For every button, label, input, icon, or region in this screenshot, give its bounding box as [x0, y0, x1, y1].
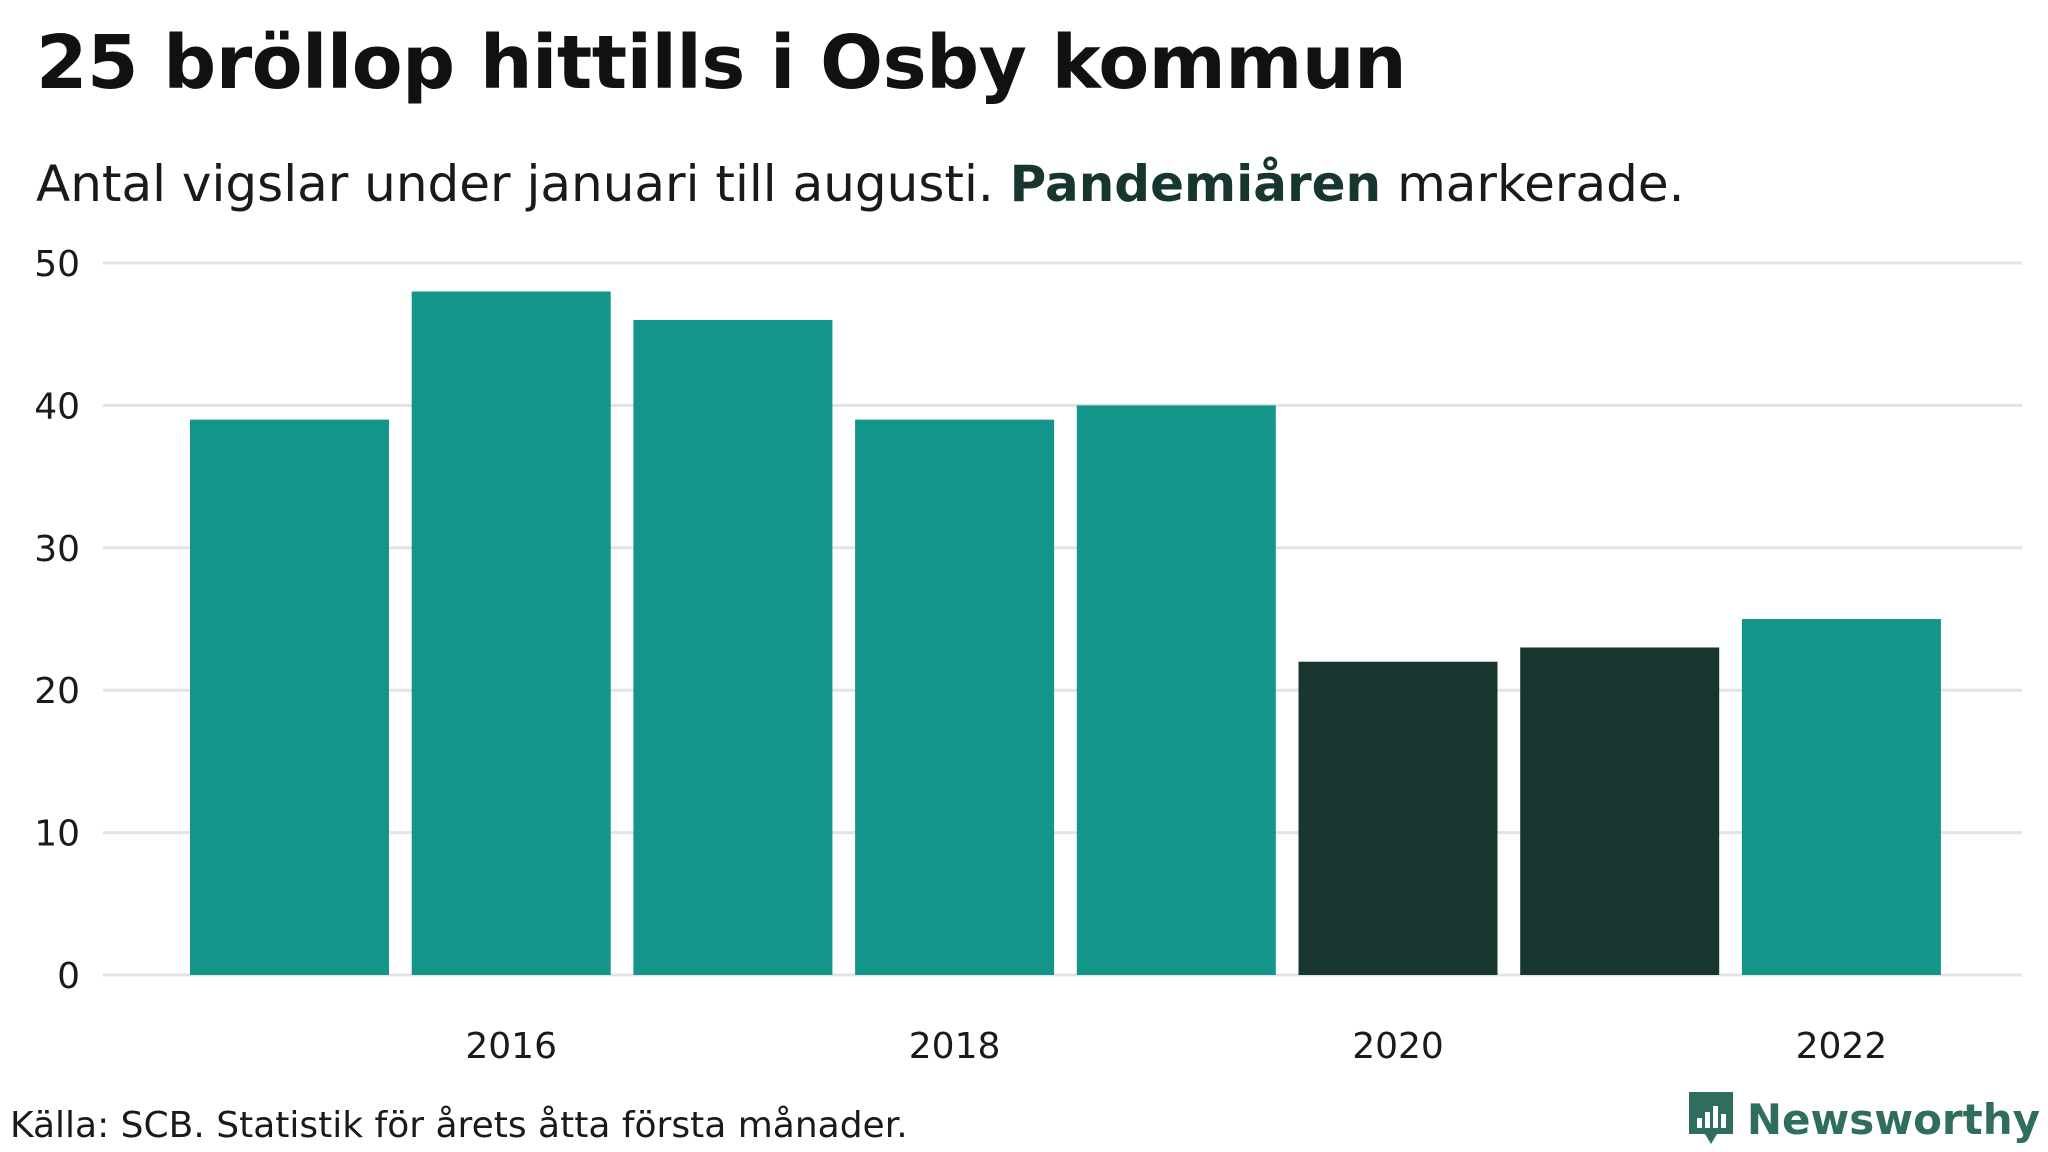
x-tick-label: 2018: [909, 1026, 1001, 1067]
bar-chart: 0 10 20 30 40 50 2016 2018 2020 2022: [34, 244, 2022, 1067]
source-note: Källa: SCB. Statistik för årets åtta för…: [10, 1105, 908, 1146]
bar-2018: [855, 419, 1055, 975]
bar-2022: [1741, 619, 1941, 975]
bar-2017: [633, 319, 833, 976]
y-tick-label: 30: [34, 529, 80, 570]
brand-name: Newsworthy: [1746, 1094, 2040, 1144]
bar-2021: [1520, 647, 1720, 975]
y-tick-label: 0: [57, 956, 80, 997]
bar-2020: [1298, 661, 1498, 975]
x-tick-label: 2022: [1796, 1026, 1888, 1067]
y-tick-label: 40: [34, 386, 80, 427]
chart-title: 25 bröllop hittills i Osby kommun: [36, 20, 1407, 106]
bar-2015: [190, 419, 389, 975]
subtitle-end: markerade.: [1397, 155, 1685, 213]
bar-2019: [1076, 405, 1276, 975]
y-tick-label: 50: [34, 244, 80, 285]
y-tick-label: 20: [34, 671, 80, 712]
subtitle-highlight: Pandemiåren: [1009, 155, 1382, 213]
x-tick-label: 2020: [1352, 1026, 1444, 1067]
chart-subtitle: Antal vigslar under januari till augusti…: [36, 155, 1685, 213]
y-tick-label: 10: [34, 814, 80, 855]
subtitle-text: Antal vigslar under januari till augusti…: [36, 155, 994, 213]
newsworthy-logo-icon: [1688, 1092, 1733, 1144]
x-tick-label: 2016: [465, 1026, 557, 1067]
bar-2016: [411, 291, 611, 976]
brand: Newsworthy: [1688, 1092, 2040, 1146]
